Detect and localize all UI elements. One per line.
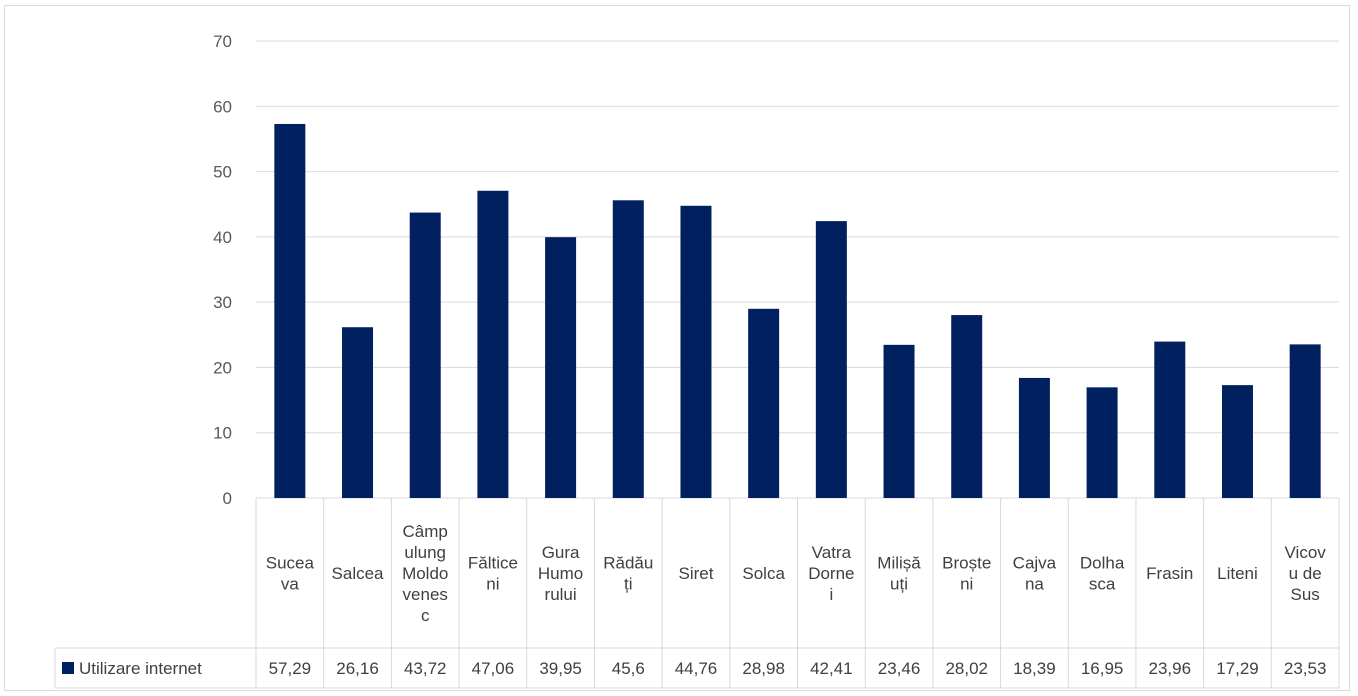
x-tick-label: rului: [545, 585, 577, 604]
x-tick-label: Dorne: [808, 564, 854, 583]
y-tick-label: 60: [213, 97, 232, 116]
y-tick-label: 70: [213, 32, 232, 51]
x-tick-label: i: [829, 585, 833, 604]
x-tick-label: venes: [403, 585, 448, 604]
x-tick-label: Milișă: [877, 553, 921, 572]
data-value-label: 23,96: [1149, 659, 1192, 678]
x-tick-label: na: [1025, 574, 1044, 593]
x-tick-label: ți: [624, 574, 633, 593]
bar: [342, 327, 374, 498]
x-tick-label: uți: [890, 574, 908, 593]
x-tick-label: Moldo: [402, 564, 448, 583]
data-value-label: 28,98: [742, 659, 785, 678]
x-tick-label: Liteni: [1217, 564, 1258, 583]
x-tick-label: Sucea: [266, 553, 315, 572]
y-tick-label: 50: [213, 163, 232, 182]
x-tick-label: Frasin: [1146, 564, 1193, 583]
data-value-label: 39,95: [539, 659, 582, 678]
x-tick-label: sca: [1089, 574, 1116, 593]
data-value-label: 47,06: [472, 659, 515, 678]
y-tick-label: 0: [223, 489, 232, 508]
x-tick-label: Câmp: [403, 522, 448, 541]
x-tick-label: Humo: [538, 564, 583, 583]
x-tick-label: Sus: [1291, 585, 1320, 604]
x-tick-label: ulung: [404, 543, 446, 562]
chart-frame: [4, 5, 1350, 691]
x-tick-label: Vatra: [812, 543, 852, 562]
x-tick-label: Rădău: [603, 553, 653, 572]
data-value-label: 42,41: [810, 659, 853, 678]
x-tick-label: u de: [1289, 564, 1322, 583]
x-tick-label: Broște: [942, 553, 991, 572]
x-tick-label: Salcea: [332, 564, 385, 583]
x-tick-label: ni: [960, 574, 973, 593]
bar: [612, 200, 644, 498]
data-value-label: 17,29: [1216, 659, 1259, 678]
data-value-label: 23,53: [1284, 659, 1327, 678]
bar: [883, 344, 915, 498]
bar: [274, 123, 306, 498]
x-tick-label: va: [281, 574, 300, 593]
y-tick-label: 40: [213, 228, 232, 247]
data-value-label: 28,02: [945, 659, 988, 678]
bar: [477, 190, 509, 498]
bar: [1154, 341, 1186, 498]
x-tick-label: Vicov: [1285, 543, 1327, 562]
data-value-label: 26,16: [336, 659, 379, 678]
x-tick-label: Dolha: [1080, 553, 1125, 572]
legend-swatch: [62, 662, 74, 674]
bar: [951, 315, 983, 498]
x-tick-label: Făltice: [468, 553, 518, 572]
x-tick-label: Siret: [678, 564, 713, 583]
bar: [545, 237, 577, 498]
data-value-label: 57,29: [269, 659, 312, 678]
bar: [680, 205, 712, 499]
x-tick-label: Solca: [742, 564, 785, 583]
data-value-label: 16,95: [1081, 659, 1124, 678]
x-tick-label: ni: [486, 574, 499, 593]
y-tick-label: 30: [213, 293, 232, 312]
legend-label: Utilizare internet: [79, 659, 202, 678]
x-tick-label: Cajva: [1013, 553, 1057, 572]
bar: [748, 308, 780, 498]
y-tick-label: 10: [213, 424, 232, 443]
data-value-label: 44,76: [675, 659, 718, 678]
x-tick-label: Gura: [542, 543, 580, 562]
bar: [1221, 385, 1253, 498]
y-tick-label: 20: [213, 358, 232, 377]
data-value-label: 43,72: [404, 659, 447, 678]
bar: [409, 212, 441, 498]
bar: [815, 221, 847, 498]
bar: [1018, 377, 1050, 498]
x-tick-label: c: [421, 606, 430, 625]
data-value-label: 45,6: [612, 659, 645, 678]
data-value-label: 23,46: [878, 659, 921, 678]
data-value-label: 18,39: [1013, 659, 1056, 678]
bar: [1086, 387, 1118, 498]
bar: [1289, 344, 1321, 498]
